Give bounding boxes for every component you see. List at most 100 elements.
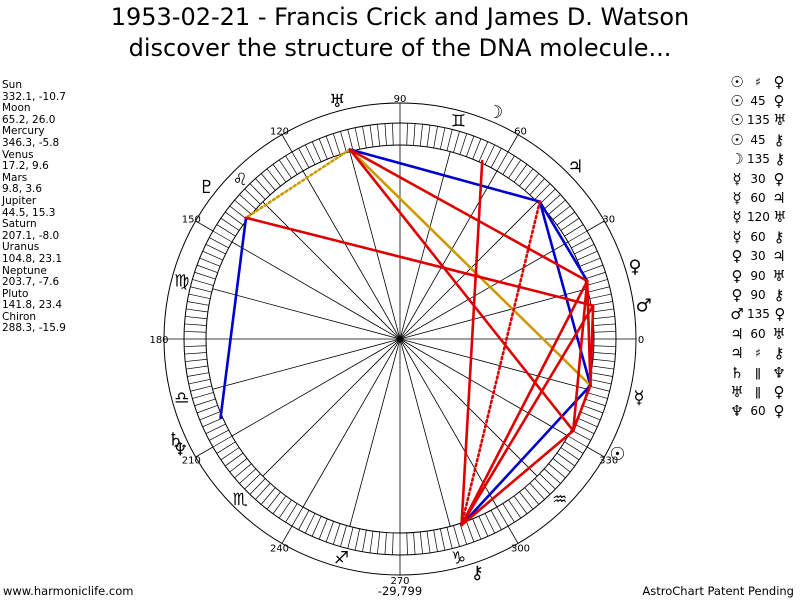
wheel-radial [262, 201, 401, 340]
degree-label: 240 [270, 544, 289, 555]
footer-website: www.harmoniclife.com [3, 584, 134, 598]
aspect-planet-a: ♄ [730, 363, 744, 382]
aspect-line [348, 148, 589, 283]
degree-tick [377, 531, 381, 554]
wheel-radial [399, 338, 588, 390]
aspect-planet-a: ☉ [730, 72, 744, 91]
degree-tick [202, 417, 223, 428]
degree-tick [574, 243, 595, 255]
aspect-line [348, 148, 575, 433]
degree-tick [592, 308, 614, 313]
degree-tick [539, 188, 556, 205]
degree-tick [556, 211, 575, 226]
wheel-radial [399, 338, 451, 527]
degree-tick [433, 126, 438, 149]
degree-tick [255, 178, 271, 196]
degree-tick [325, 521, 334, 543]
degree-label: 300 [511, 544, 530, 555]
aspect-type: ♯ [755, 74, 761, 89]
aspect-type: 120 [747, 210, 770, 225]
degree-tick [560, 217, 580, 231]
aspect-type: 60 [750, 404, 766, 419]
degree-tick [466, 135, 475, 157]
wheel-radial [399, 241, 569, 340]
zodiac-sign-glyph: ♍ [174, 272, 189, 292]
degree-tick [552, 205, 571, 220]
degree-tick [590, 301, 613, 306]
degree-tick [266, 491, 281, 510]
degree-tick [216, 441, 236, 454]
wheel-radial [399, 338, 569, 437]
aspect-planet-a: ☿ [732, 169, 742, 188]
degree-tick [519, 168, 534, 187]
aspect-planet-b: ♅ [773, 111, 787, 130]
degree-tick [260, 487, 276, 505]
degree-tick [298, 510, 310, 530]
aspect-row: ♅ ǁ ♀ [727, 382, 799, 401]
aspect-type: 60 [750, 229, 766, 244]
degree-tick [190, 385, 212, 392]
degree-tick [212, 435, 233, 448]
degree-tick [490, 148, 502, 168]
planet-name-moon: Moon [2, 102, 31, 115]
aspect-row: ☉ 45 ⚷ [727, 130, 799, 149]
degree-tick [453, 131, 460, 153]
degree-tick [369, 125, 374, 147]
degree-tick [272, 495, 287, 514]
wheel-radial [302, 170, 401, 340]
degree-tick [362, 529, 367, 552]
degree-tick [249, 183, 266, 200]
degree-tick [362, 126, 367, 149]
degree-tick [564, 441, 584, 454]
zodiac-sign-glyph: ♒ [552, 490, 567, 510]
aspect-type: 90 [750, 268, 766, 283]
degree-tick [484, 513, 496, 534]
planet-glyph-saturn: ♄ [167, 429, 183, 450]
aspect-line [460, 384, 592, 527]
degree-tick [446, 129, 453, 151]
aspect-planet-a: ☉ [730, 130, 744, 149]
degree-tick [332, 523, 341, 545]
degree-tick [592, 316, 615, 320]
degree-tick [529, 482, 545, 500]
degree-tick [187, 372, 210, 377]
aspect-type: ǁ [755, 384, 761, 399]
degree-tick [577, 417, 598, 428]
aspect-type: 45 [750, 132, 766, 147]
degree-tick [406, 532, 408, 555]
degree-tick [255, 482, 271, 500]
planet-name-saturn: Saturn [2, 218, 37, 231]
aspect-planet-b: ⚷ [773, 285, 785, 304]
degree-label: 30 [602, 215, 615, 226]
degree-tick [496, 506, 509, 527]
zodiac-sign-glyph: ♐ [334, 548, 349, 568]
aspect-row: ♂ 135 ♀ [727, 305, 799, 324]
sign-divider [507, 134, 519, 153]
aspect-planet-b: ♀ [773, 402, 785, 421]
degree-label: 180 [149, 335, 168, 346]
sign-divider [281, 134, 293, 153]
degree-tick [426, 125, 431, 147]
aspect-list: ☉ ♯ ♀ ☉ 45 ♀ ☉ 135 ♅ ☉ 45 ⚷ ☽ 135 ⚷ ☿ 30 ♀ ☿ 60 ♃ ☿ 120 ♅ ☿ 60 ⚷ ♀ 3… [727, 72, 799, 421]
degree-tick [196, 264, 218, 273]
degree-tick [194, 398, 216, 407]
aspect-type: 60 [750, 326, 766, 341]
planet-glyph-moon: ☽ [487, 102, 503, 123]
planet-coords-moon: 65.2, 26.0 [2, 113, 56, 126]
degree-tick [502, 155, 515, 175]
degree-label: 120 [270, 126, 289, 137]
degree-tick [244, 188, 261, 205]
aspect-line [244, 216, 595, 307]
aspect-planet-a: ♆ [730, 402, 744, 421]
aspect-planet-a: ♃ [730, 324, 744, 343]
degree-label: 330 [599, 456, 618, 467]
degree-tick [199, 257, 221, 267]
aspect-line [571, 279, 589, 433]
degree-tick [478, 141, 489, 162]
wheel-radial [231, 338, 401, 437]
aspect-planet-b: ♅ [773, 208, 787, 227]
degree-tick [567, 230, 588, 243]
wheel-radial [349, 151, 401, 340]
wheel-radial [399, 170, 498, 340]
chart-title-line2: discover the structure of the DNA molecu… [128, 34, 672, 62]
